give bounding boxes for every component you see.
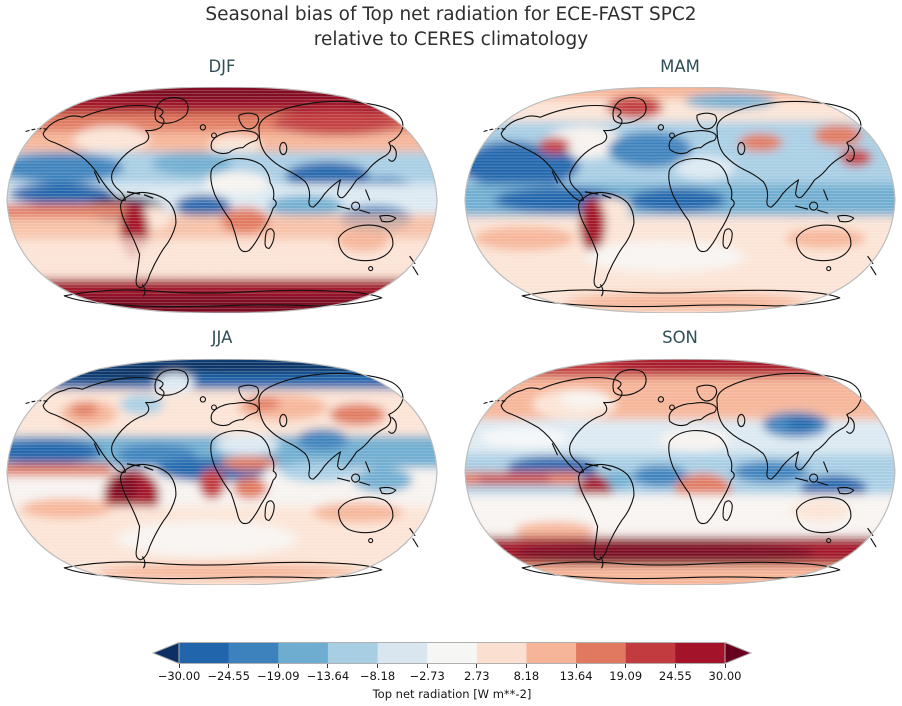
panel-title-jja: JJA bbox=[211, 328, 233, 347]
colorbar-tick-label: −19.09 bbox=[256, 669, 300, 683]
colorbar-tick-label: −30.00 bbox=[157, 669, 201, 683]
colorbar-segment bbox=[526, 642, 577, 664]
colorbar-tick bbox=[724, 664, 726, 668]
colorbar-segment bbox=[228, 642, 279, 664]
colorbar-tick bbox=[476, 664, 478, 668]
colorbar-tick-label: −2.73 bbox=[409, 669, 445, 683]
colorbar: −30.00 −24.55 −19.09 −13.64 −8.18 −2.73 2.73 8.… bbox=[152, 642, 752, 704]
map-mam bbox=[464, 87, 896, 313]
colorbar-label: Top net radiation [W m**-2] bbox=[372, 687, 532, 701]
colorbar-segment bbox=[675, 642, 726, 664]
colorbar-tick bbox=[228, 664, 230, 668]
colorbar-tick bbox=[625, 664, 627, 668]
figure-title: Seasonal bias of Top net radiation for E… bbox=[0, 2, 902, 52]
colorbar-tick bbox=[178, 664, 180, 668]
colorbar-tick bbox=[426, 664, 428, 668]
colorbar-segment bbox=[179, 642, 230, 664]
figure-title-line2: relative to CERES climatology bbox=[313, 29, 589, 51]
colorbar-segment bbox=[377, 642, 428, 664]
panel-title-djf: DJF bbox=[208, 57, 236, 76]
colorbar-tick bbox=[525, 664, 527, 668]
map-jja bbox=[6, 359, 438, 585]
colorbar-tick bbox=[674, 664, 676, 668]
colorbar-under-arrow bbox=[152, 642, 180, 664]
colorbar-outline bbox=[178, 642, 726, 664]
colorbar-tick-label: 19.09 bbox=[609, 669, 643, 683]
colorbar-tick-label: −13.64 bbox=[306, 669, 350, 683]
colorbar-tick-label: 2.73 bbox=[464, 669, 490, 683]
colorbar-segment bbox=[278, 642, 329, 664]
colorbar-tick-label: −24.55 bbox=[207, 669, 250, 683]
colorbar-bar bbox=[152, 642, 752, 664]
colorbar-segment bbox=[576, 642, 627, 664]
figure-title-line1: Seasonal bias of Top net radiation for E… bbox=[205, 4, 697, 25]
panel-title-son: SON bbox=[662, 328, 698, 347]
colorbar-segment bbox=[427, 642, 478, 664]
colorbar-tick bbox=[327, 664, 329, 668]
map-djf bbox=[6, 87, 438, 313]
colorbar-segment bbox=[476, 642, 528, 664]
colorbar-over-arrow bbox=[724, 642, 752, 664]
colorbar-tick-label: 30.00 bbox=[708, 669, 742, 683]
colorbar-tick bbox=[277, 664, 279, 668]
colorbar-tick-label: −8.18 bbox=[359, 669, 396, 683]
colorbar-segment bbox=[327, 642, 379, 664]
colorbar-tick bbox=[575, 664, 577, 668]
colorbar-segment bbox=[625, 642, 676, 664]
colorbar-tick-label: 24.55 bbox=[658, 669, 692, 683]
colorbar-tick-label: 8.18 bbox=[513, 669, 540, 683]
colorbar-tick-label: 13.64 bbox=[559, 669, 593, 683]
map-son bbox=[464, 359, 896, 585]
colorbar-tick bbox=[377, 664, 379, 668]
panel-title-mam: MAM bbox=[660, 57, 700, 76]
